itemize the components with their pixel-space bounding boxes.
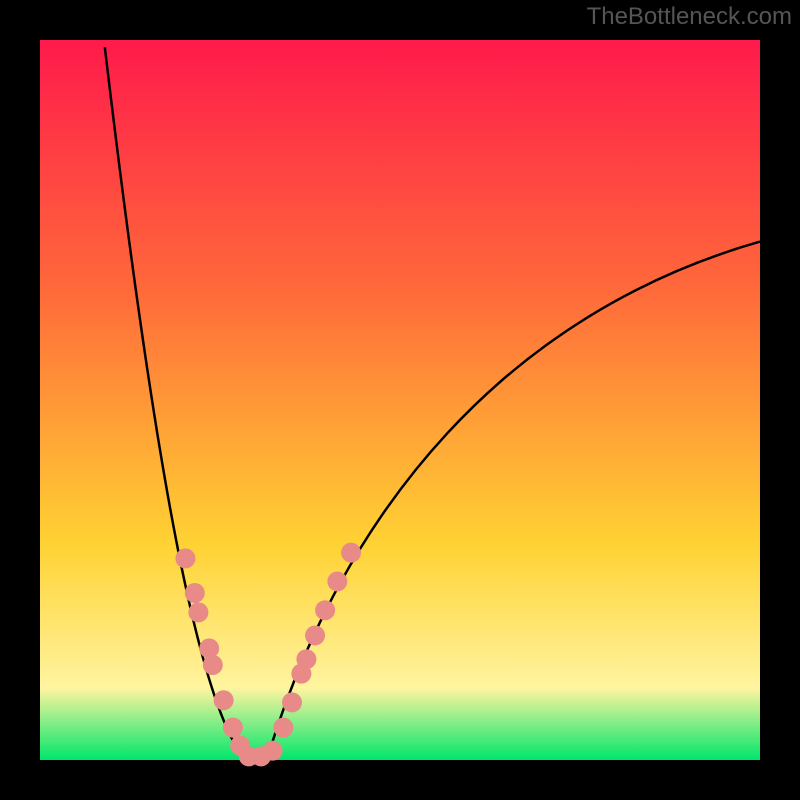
data-marker bbox=[273, 718, 293, 738]
data-marker bbox=[341, 543, 361, 563]
data-marker bbox=[263, 741, 283, 761]
data-marker bbox=[305, 625, 325, 645]
plot-area bbox=[40, 40, 760, 760]
data-marker bbox=[223, 718, 243, 738]
data-marker bbox=[199, 638, 219, 658]
data-marker bbox=[315, 600, 335, 620]
data-marker bbox=[282, 692, 302, 712]
data-marker bbox=[203, 655, 223, 675]
data-marker bbox=[175, 548, 195, 568]
data-marker bbox=[214, 690, 234, 710]
data-marker bbox=[188, 602, 208, 622]
watermark-text: TheBottleneck.com bbox=[587, 3, 792, 30]
data-marker bbox=[185, 583, 205, 603]
data-marker bbox=[327, 571, 347, 591]
data-marker bbox=[296, 649, 316, 669]
bottleneck-chart: TheBottleneck.com bbox=[0, 0, 800, 800]
